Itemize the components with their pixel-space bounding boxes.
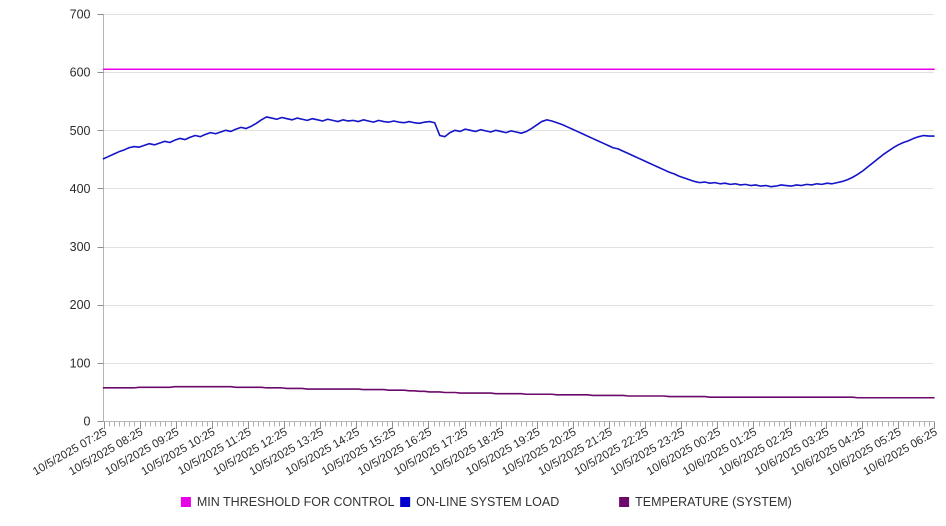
y-tick-label: 700 (70, 8, 91, 22)
legend-label: ON-LINE SYSTEM LOAD (416, 495, 559, 509)
chart-legend: MIN THRESHOLD FOR CONTROL ON-LINE SYSTEM … (180, 495, 792, 509)
y-tick-label: 600 (70, 66, 91, 80)
x-axis-ticks (104, 421, 935, 429)
legend-swatch (180, 497, 191, 507)
y-tick-label: 300 (70, 240, 91, 254)
series-line (102, 385, 935, 399)
y-tick-label: 200 (70, 298, 91, 312)
y-tick-label: 100 (70, 356, 91, 370)
legend-swatch (400, 497, 411, 507)
x-axis (103, 420, 935, 429)
y-tick-label: 0 (84, 415, 91, 429)
series-line (102, 116, 935, 188)
y-tick-labels: 0 100 200 300 400 500 600 700 (70, 8, 104, 429)
gridlines (103, 14, 934, 422)
series-lines (102, 68, 935, 399)
legend-label: TEMPERATURE (SYSTEM) (635, 495, 792, 509)
legend-swatch (619, 497, 630, 507)
legend-label: MIN THRESHOLD FOR CONTROL (197, 495, 395, 509)
y-tick-label: 400 (70, 182, 91, 196)
y-tick-label: 500 (70, 124, 91, 138)
